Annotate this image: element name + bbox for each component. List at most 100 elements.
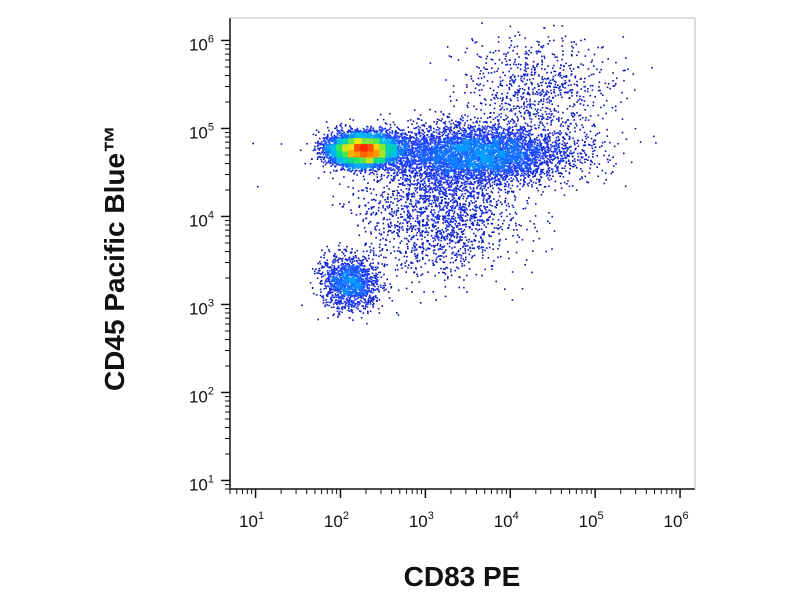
event-dot <box>612 80 614 82</box>
event-dot <box>331 264 333 267</box>
event-dot <box>498 180 501 183</box>
event-dot <box>557 94 560 96</box>
event-dot <box>591 125 594 127</box>
event-dot <box>426 218 429 220</box>
event-dot <box>541 84 543 87</box>
event-dot <box>527 174 530 176</box>
event-dot <box>517 75 520 77</box>
event-dot <box>439 215 441 218</box>
event-dot <box>584 55 587 57</box>
event-dot <box>299 149 302 152</box>
event-dot <box>481 251 484 253</box>
event-dot <box>329 266 332 269</box>
event-dot <box>409 179 411 182</box>
event-dot <box>335 170 337 173</box>
event-dot <box>396 229 399 231</box>
event-dot <box>438 217 440 219</box>
event-dot <box>562 121 564 124</box>
event-dot <box>581 139 584 141</box>
event-dot <box>529 106 531 108</box>
event-dot <box>389 283 391 285</box>
event-dot <box>469 135 472 137</box>
event-dot <box>530 81 532 84</box>
event-dot <box>529 112 531 114</box>
event-dot <box>366 322 368 325</box>
event-dot <box>364 258 366 260</box>
event-dot <box>584 90 586 92</box>
event-dot <box>575 189 578 191</box>
event-dot <box>481 192 484 195</box>
event-dot <box>351 169 354 172</box>
event-dot <box>388 172 390 174</box>
event-dot <box>341 130 344 132</box>
event-dot <box>532 60 535 63</box>
event-dot <box>327 295 329 297</box>
event-dot <box>496 175 498 177</box>
event-dot <box>448 239 451 242</box>
event-dot <box>480 215 482 217</box>
event-dot <box>523 184 525 186</box>
event-dot <box>626 97 628 100</box>
event-dot <box>425 122 427 124</box>
event-dot <box>360 297 363 299</box>
event-dot <box>419 180 422 182</box>
event-dot <box>490 172 493 175</box>
event-dot <box>436 135 439 138</box>
event-dot <box>502 131 505 133</box>
event-dot <box>529 137 531 139</box>
event-dot <box>321 147 324 149</box>
event-dot <box>526 123 529 126</box>
event-dot <box>534 108 537 111</box>
event-dot <box>448 209 450 211</box>
event-dot <box>445 187 447 190</box>
event-dot <box>434 168 437 171</box>
event-dot <box>320 273 322 275</box>
event-dot <box>474 125 477 128</box>
event-dot <box>555 81 557 84</box>
event-dot <box>541 106 544 109</box>
event-dot <box>368 297 370 300</box>
event-dot <box>464 209 466 212</box>
event-dot <box>371 283 374 286</box>
event-dot <box>519 125 522 128</box>
event-dot <box>416 210 419 213</box>
event-dot <box>460 211 462 213</box>
event-dot <box>348 310 351 312</box>
event-dot <box>463 243 466 246</box>
event-dot <box>330 306 333 309</box>
event-dot <box>366 250 368 252</box>
event-dot <box>488 180 491 183</box>
event-dot <box>369 128 371 130</box>
event-dot <box>488 116 491 119</box>
event-dot <box>324 264 327 266</box>
event-dot <box>431 199 434 202</box>
event-dot <box>453 188 455 190</box>
event-dot <box>454 269 457 272</box>
event-dot <box>365 295 367 297</box>
event-dot <box>462 252 464 255</box>
event-dot <box>497 219 500 221</box>
event-dot <box>377 263 380 265</box>
event-dot <box>566 119 569 121</box>
event-dot <box>357 305 359 308</box>
event-dot <box>596 155 598 157</box>
event-dot <box>563 159 565 162</box>
event-dot <box>507 183 510 185</box>
event-dot <box>481 130 484 133</box>
event-dot <box>551 141 554 144</box>
event-dot <box>423 291 425 293</box>
event-dot <box>403 169 406 171</box>
event-dot <box>400 227 403 229</box>
event-dot <box>442 208 444 210</box>
event-dot <box>309 162 312 165</box>
event-dot <box>387 291 390 293</box>
event-dot <box>328 270 331 272</box>
event-dot <box>422 224 424 226</box>
event-dot <box>549 116 552 119</box>
event-dot <box>406 177 409 180</box>
event-dot <box>486 199 488 202</box>
event-dot <box>327 285 329 287</box>
event-dot <box>462 203 464 206</box>
event-dot <box>422 197 424 200</box>
event-dot <box>464 248 466 250</box>
